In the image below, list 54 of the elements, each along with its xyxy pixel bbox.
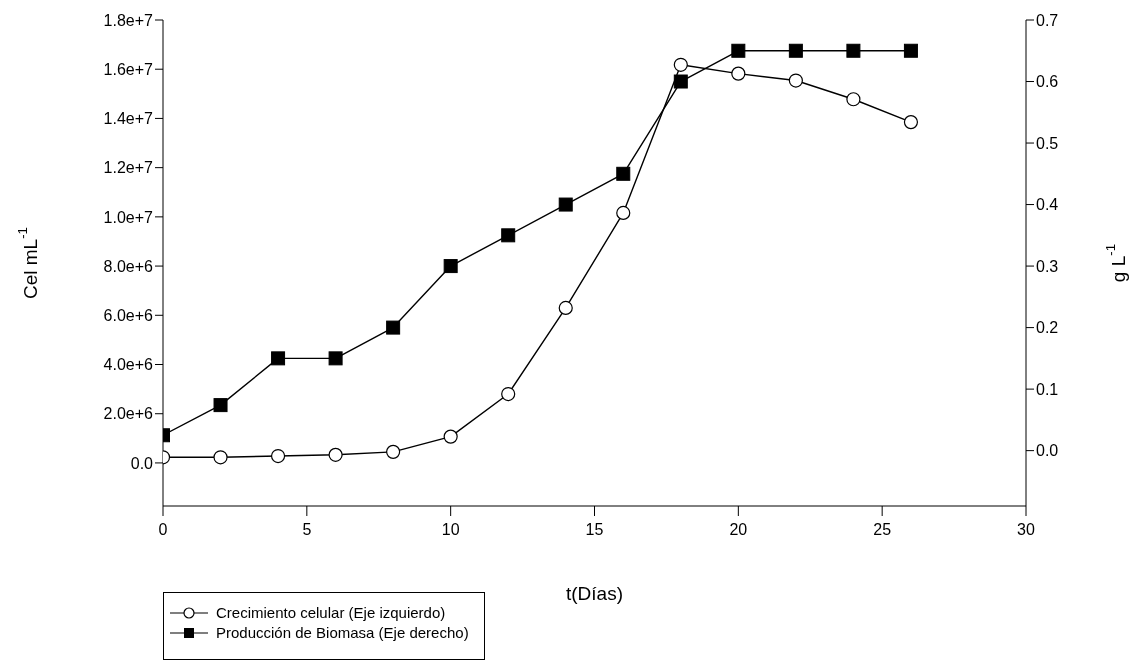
- x-tick-label: 5: [302, 521, 312, 539]
- point: [903, 43, 918, 58]
- y2-tick-label: 0.3: [1036, 257, 1059, 275]
- point: [328, 447, 343, 462]
- y2-tick-label: 0.0: [1036, 442, 1059, 460]
- point: [616, 166, 631, 181]
- y-tick-label: 4.0e+6: [103, 356, 154, 374]
- point: [443, 429, 458, 444]
- y-tick-label: 2.0e+6: [103, 405, 154, 423]
- point: [271, 351, 286, 366]
- point: [443, 259, 458, 274]
- point: [213, 398, 228, 413]
- y2-tick-label: 0.7: [1036, 11, 1059, 29]
- point: [386, 320, 401, 335]
- point: [673, 74, 688, 89]
- x-tick-label: 10: [441, 521, 460, 539]
- point: [501, 228, 516, 243]
- point: [788, 73, 803, 88]
- point: [558, 197, 573, 212]
- legend-label: Crecimiento celular (Eje izquierdo): [216, 603, 446, 623]
- y2-tick-label: 0.1: [1036, 380, 1059, 398]
- y-tick-label: 1.6e+7: [103, 60, 154, 78]
- y-tick-label: 1.0e+7: [103, 208, 154, 226]
- point: [846, 92, 861, 107]
- legend-label: Producción de Biomasa (Eje derecho): [216, 623, 469, 643]
- x-tick-label: 25: [873, 521, 892, 539]
- point: [270, 448, 286, 464]
- point: [386, 444, 401, 459]
- point: [558, 300, 573, 316]
- y-tick-label: 0.0: [130, 454, 154, 472]
- point: [731, 43, 746, 58]
- x-tick-label: 30: [1017, 521, 1035, 539]
- x-tick-label: 15: [585, 521, 604, 539]
- x-tick-label: 20: [729, 521, 748, 539]
- y-tick-label: 1.4e+7: [103, 110, 154, 128]
- y2-tick-label: 0.6: [1036, 73, 1059, 91]
- point: [788, 43, 803, 58]
- y-tick-label: 1.8e+7: [103, 11, 154, 29]
- y-tick-label: 6.0e+6: [103, 306, 154, 324]
- y-tick-label: 8.0e+6: [103, 257, 154, 275]
- y2-tick-label: 0.2: [1036, 319, 1059, 337]
- y2-tick-label: 0.4: [1036, 196, 1059, 214]
- x-axis-title: t(Días): [566, 583, 623, 604]
- y-tick-label: 1.2e+7: [103, 159, 154, 177]
- point: [903, 115, 919, 130]
- y2-tick-label: 0.5: [1036, 134, 1059, 152]
- point: [213, 450, 228, 465]
- point: [616, 205, 631, 221]
- point: [673, 57, 688, 72]
- point: [328, 351, 343, 366]
- point: [846, 43, 861, 58]
- x-tick-label: 0: [158, 521, 168, 539]
- point: [731, 66, 746, 81]
- point: [501, 386, 516, 402]
